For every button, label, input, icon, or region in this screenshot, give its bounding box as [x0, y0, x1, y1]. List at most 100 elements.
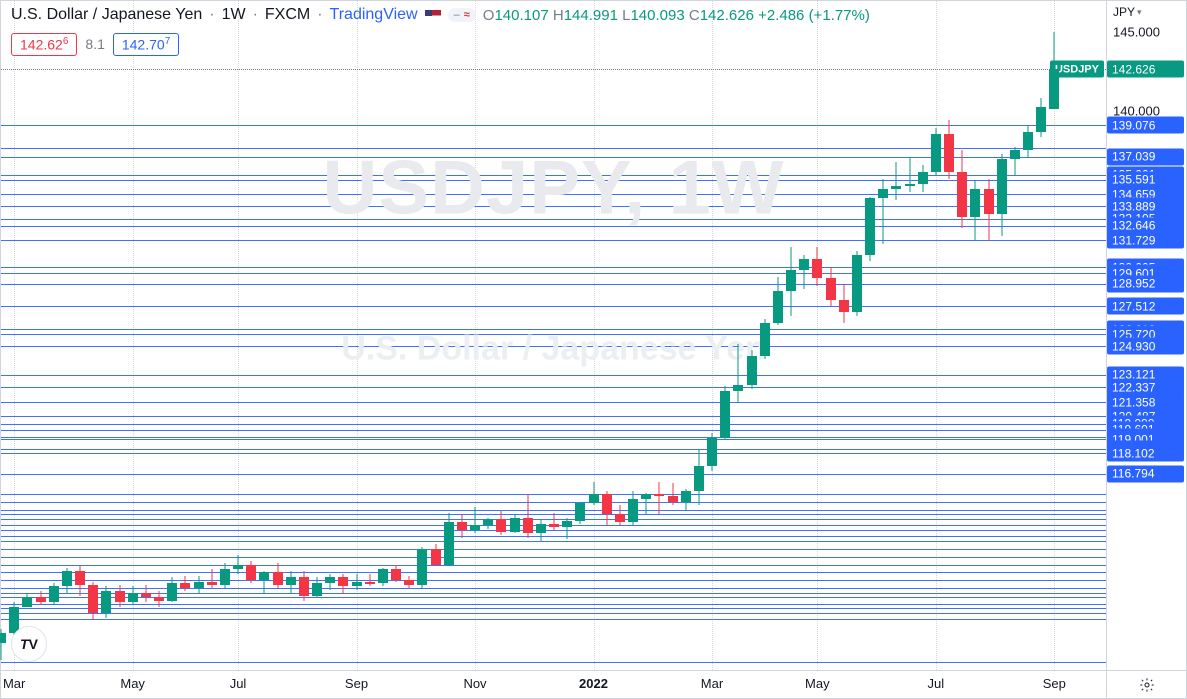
horizontal-line[interactable]: [1, 284, 1106, 285]
candlestick[interactable]: [128, 586, 138, 603]
price-label[interactable]: 127.512: [1107, 298, 1184, 315]
horizontal-line[interactable]: [1, 219, 1106, 220]
horizontal-line[interactable]: [1, 572, 1106, 573]
horizontal-line[interactable]: [1, 608, 1106, 609]
candlestick[interactable]: [826, 267, 836, 306]
price-label[interactable]: 124.930: [1107, 338, 1184, 355]
candlestick[interactable]: [918, 165, 928, 192]
tradingview-logo-icon[interactable]: TV: [11, 626, 47, 662]
candlestick[interactable]: [970, 181, 980, 240]
candlestick[interactable]: [984, 179, 994, 240]
candlestick[interactable]: [1023, 125, 1033, 158]
candlestick[interactable]: [286, 571, 296, 594]
candlestick[interactable]: [865, 197, 875, 261]
horizontal-line[interactable]: [1, 206, 1106, 207]
symbol-title[interactable]: U.S. Dollar / Japanese Yen: [11, 6, 202, 24]
candlestick[interactable]: [839, 284, 849, 323]
candlestick[interactable]: [891, 162, 901, 200]
candlestick[interactable]: [167, 577, 177, 602]
price-label[interactable]: 116.794: [1107, 465, 1184, 482]
horizontal-line[interactable]: [1, 541, 1106, 542]
interval[interactable]: 1W: [222, 6, 246, 24]
candlestick[interactable]: [338, 574, 348, 594]
candlestick[interactable]: [273, 563, 283, 588]
candlestick[interactable]: [154, 591, 164, 607]
horizontal-line[interactable]: [1, 453, 1106, 454]
candlestick[interactable]: [812, 247, 822, 286]
horizontal-line[interactable]: [1, 439, 1106, 440]
candlestick[interactable]: [589, 482, 599, 505]
horizontal-line[interactable]: [1, 536, 1106, 537]
broker[interactable]: FXCM: [265, 6, 310, 24]
candlestick[interactable]: [575, 502, 585, 524]
current-price-label[interactable]: 142.626: [1107, 61, 1184, 78]
horizontal-line[interactable]: [1, 530, 1106, 531]
candlestick[interactable]: [207, 569, 217, 588]
horizontal-line[interactable]: [1, 346, 1106, 347]
horizontal-line[interactable]: [1, 619, 1106, 620]
candlestick[interactable]: [325, 574, 335, 590]
session-pill[interactable]: – ≈: [448, 8, 476, 22]
candlestick[interactable]: [49, 583, 59, 605]
horizontal-line[interactable]: [1, 449, 1106, 450]
candlestick[interactable]: [88, 582, 98, 620]
candlestick[interactable]: [747, 350, 757, 389]
candlestick[interactable]: [510, 514, 520, 533]
candlestick[interactable]: [496, 511, 506, 534]
price-label[interactable]: 139.076: [1107, 117, 1184, 134]
horizontal-line[interactable]: [1, 180, 1106, 181]
horizontal-line[interactable]: [1, 273, 1106, 274]
horizontal-line[interactable]: [1, 125, 1106, 126]
price-scale[interactable]: JPY ▾ 139.076137.039135.901135.591134.65…: [1106, 1, 1186, 670]
candlestick[interactable]: [180, 576, 190, 592]
candlestick[interactable]: [312, 577, 322, 597]
candlestick[interactable]: [760, 319, 770, 360]
candlestick[interactable]: [628, 491, 638, 525]
horizontal-line[interactable]: [1, 437, 1106, 438]
candlestick[interactable]: [22, 593, 32, 607]
candlestick[interactable]: [233, 555, 243, 574]
horizontal-line[interactable]: [1, 502, 1106, 503]
horizontal-line[interactable]: [1, 416, 1106, 417]
candlestick[interactable]: [931, 128, 941, 177]
candlestick[interactable]: [654, 482, 664, 515]
price-label[interactable]: 128.952: [1107, 275, 1184, 292]
candlestick[interactable]: [997, 154, 1007, 235]
candlestick[interactable]: [549, 513, 559, 530]
candlestick[interactable]: [1049, 32, 1059, 109]
candlestick[interactable]: [483, 518, 493, 529]
candlestick[interactable]: [536, 519, 546, 541]
candlestick[interactable]: [62, 568, 72, 593]
horizontal-line[interactable]: [1, 604, 1106, 605]
price-label[interactable]: 118.102: [1107, 445, 1184, 462]
candlestick[interactable]: [431, 544, 441, 566]
candlestick[interactable]: [1010, 147, 1020, 177]
candlestick[interactable]: [378, 568, 388, 587]
horizontal-line[interactable]: [1, 430, 1106, 431]
candlestick[interactable]: [75, 566, 85, 596]
candlestick[interactable]: [457, 514, 467, 537]
candlestick[interactable]: [773, 277, 783, 326]
horizontal-line[interactable]: [1, 387, 1106, 388]
candlestick[interactable]: [905, 158, 915, 192]
time-scale[interactable]: MarMayJulSepNov2022MarMayJulSep: [1, 670, 1106, 698]
horizontal-line[interactable]: [1, 240, 1106, 241]
candlestick[interactable]: [957, 150, 967, 228]
horizontal-line[interactable]: [1, 306, 1106, 307]
horizontal-line[interactable]: [1, 510, 1106, 511]
candlestick[interactable]: [944, 120, 954, 179]
candlestick[interactable]: [878, 179, 888, 243]
horizontal-line[interactable]: [1, 662, 1106, 663]
candlestick[interactable]: [101, 586, 111, 617]
candlestick[interactable]: [799, 255, 809, 289]
candlestick[interactable]: [194, 576, 204, 593]
candlestick[interactable]: [391, 565, 401, 582]
horizontal-line[interactable]: [1, 494, 1106, 495]
candlestick[interactable]: [246, 561, 256, 583]
candlestick[interactable]: [470, 507, 480, 534]
horizontal-line[interactable]: [1, 474, 1106, 475]
price-label[interactable]: 137.039: [1107, 148, 1184, 165]
candlestick[interactable]: [681, 489, 691, 511]
candlestick[interactable]: [417, 547, 427, 588]
candlestick[interactable]: [444, 513, 454, 566]
